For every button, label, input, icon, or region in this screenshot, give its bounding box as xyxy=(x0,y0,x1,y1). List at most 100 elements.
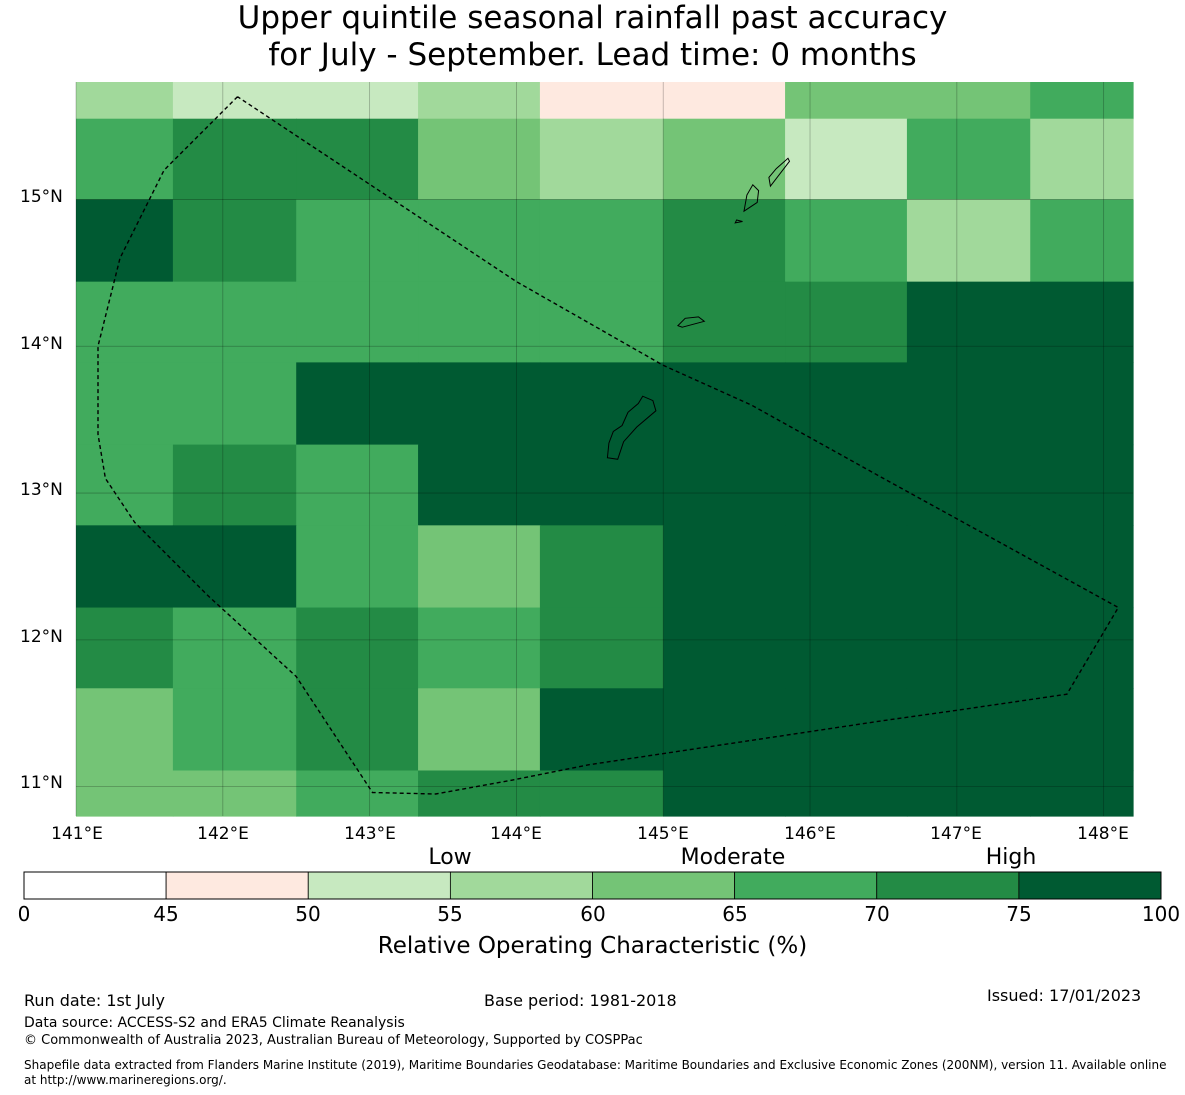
category-high: High xyxy=(985,845,1037,870)
grid-cell-r3-c3 xyxy=(418,281,541,363)
grid-cell-r2-c3 xyxy=(418,199,541,283)
grid-cell-r1-c6 xyxy=(785,118,908,201)
base-period: Base period: 1981-2018 xyxy=(484,991,677,1010)
grid-cell-r6-c5 xyxy=(663,525,786,609)
grid-cell-r3-c0 xyxy=(76,281,174,363)
colorbar-tick-65: 65 xyxy=(722,902,748,926)
grid-cell-r8-c6 xyxy=(785,688,908,772)
grid-cell-r2-c8 xyxy=(1030,199,1134,283)
lon-label-143e: 143°E xyxy=(344,824,396,844)
grid-cell-r1-c7 xyxy=(906,118,1031,201)
colorbar-segment-6 xyxy=(876,871,1020,900)
colorbar-segment-1 xyxy=(165,871,309,900)
grid-cell-r8-c0 xyxy=(76,688,174,772)
grid-cell-r1-c0 xyxy=(76,118,174,201)
grid-cell-r5-c8 xyxy=(1030,444,1134,526)
grid-cell-r5-c7 xyxy=(906,444,1031,526)
grid-cell-r0-c5 xyxy=(663,82,786,120)
grid-cell-r4-c5 xyxy=(663,362,786,446)
issued-date: Issued: 17/01/2023 xyxy=(987,986,1142,1005)
grid-cell-r6-c1 xyxy=(172,525,297,609)
grid-cell-r9-c8 xyxy=(1030,770,1134,817)
grid-cell-r1-c2 xyxy=(296,118,419,201)
lon-label-141e: 141°E xyxy=(51,824,103,844)
grid-cell-r2-c5 xyxy=(663,199,786,283)
grid-cell-r3-c8 xyxy=(1030,281,1134,363)
colorbar-segment-4 xyxy=(592,871,736,900)
colorbar-segment-0 xyxy=(23,871,167,900)
lon-label-148e: 148°E xyxy=(1077,824,1129,844)
grid-cell-r5-c5 xyxy=(663,444,786,526)
graticule xyxy=(75,82,1133,816)
lat-label-12n: 12°N xyxy=(20,627,63,647)
grid-cell-r2-c4 xyxy=(539,199,664,283)
grid-cell-r5-c0 xyxy=(76,444,174,526)
grid-cell-r4-c2 xyxy=(296,362,419,446)
colorbar-label: Relative Operating Characteristic (%) xyxy=(377,933,808,959)
lon-label-146e: 146°E xyxy=(784,824,836,844)
colorbar-tick-75: 75 xyxy=(1006,902,1032,926)
colorbar-tick-45: 45 xyxy=(153,902,179,926)
island-outline xyxy=(743,183,760,213)
grid-cell-r2-c2 xyxy=(296,199,419,283)
grid-cell-r0-c7 xyxy=(906,82,1031,120)
grid-cell-r7-c2 xyxy=(296,607,419,689)
grid-cell-r8-c1 xyxy=(172,688,297,772)
lon-label-144e: 144°E xyxy=(490,824,542,844)
grid-cell-r6-c0 xyxy=(76,525,174,609)
colorbar-segment-7 xyxy=(1018,871,1162,900)
grid-cell-r0-c0 xyxy=(76,82,174,120)
grid-cell-r3-c4 xyxy=(539,281,664,363)
grid-cell-r4-c7 xyxy=(906,362,1031,446)
category-low: Low xyxy=(428,845,472,870)
colorbar-tick-50: 50 xyxy=(295,902,321,926)
data-source: Data source: ACCESS-S2 and ERA5 Climate … xyxy=(24,1015,405,1031)
colorbar-tick-70: 70 xyxy=(864,902,890,926)
colorbar-segment-3 xyxy=(449,871,593,900)
colorbar-segment-5 xyxy=(734,871,878,900)
grid-cell-r5-c6 xyxy=(785,444,908,526)
grid-cell-r4-c8 xyxy=(1030,362,1134,446)
grid-cell-r4-c4 xyxy=(539,362,664,446)
grid-cell-r0-c3 xyxy=(418,82,541,120)
shapefile-credit: Shapefile data extracted from Flanders M… xyxy=(24,1058,1167,1087)
grid-cell-r8-c8 xyxy=(1030,688,1134,772)
grid-cell-r5-c4 xyxy=(539,444,664,526)
grid-cell-r4-c1 xyxy=(172,362,297,446)
grid-cell-r4-c6 xyxy=(785,362,908,446)
grid-cell-r8-c3 xyxy=(418,688,541,772)
copyright-notice: © Commonwealth of Australia 2023, Austra… xyxy=(24,1033,643,1048)
island-outline xyxy=(606,395,657,460)
grid-cell-r1-c5 xyxy=(663,118,786,201)
grid-cell-r2-c7 xyxy=(906,199,1031,283)
grid-cell-r6-c2 xyxy=(296,525,419,609)
grid-cell-r9-c2 xyxy=(296,770,419,817)
map-title-line-1: Upper quintile seasonal rainfall past ac… xyxy=(237,0,948,36)
island-outline xyxy=(768,157,791,188)
grid-cell-r3-c5 xyxy=(663,281,786,363)
grid-cell-r8-c5 xyxy=(663,688,786,772)
grid-cell-r2-c1 xyxy=(172,199,297,283)
island-outline xyxy=(676,316,706,328)
lat-label-15n: 15°N xyxy=(20,187,63,207)
grid-cell-r5-c1 xyxy=(172,444,297,526)
colorbar-segment-2 xyxy=(307,871,451,900)
island-outline xyxy=(734,219,743,224)
grid-cell-r1-c3 xyxy=(418,118,541,201)
lon-label-142e: 142°E xyxy=(197,824,249,844)
grid-cell-r4-c0 xyxy=(76,362,174,446)
grid-cell-r9-c5 xyxy=(663,770,786,817)
grid-cell-r8-c4 xyxy=(539,688,664,772)
lat-label-11n: 11°N xyxy=(20,773,63,793)
grid-cell-r1-c1 xyxy=(172,118,297,201)
colorbar-frame xyxy=(23,871,1162,900)
grid-cell-r7-c5 xyxy=(663,607,786,689)
grid-cell-r0-c4 xyxy=(539,82,664,120)
grid-cell-r7-c8 xyxy=(1030,607,1134,689)
grid-cell-r6-c7 xyxy=(906,525,1031,609)
colorbar-tick-0: 0 xyxy=(17,902,31,926)
grid-cell-r2-c0 xyxy=(76,199,174,283)
grid-cell-r0-c8 xyxy=(1030,82,1134,120)
eez-boundary xyxy=(97,96,1120,795)
colorbar-tick-100: 100 xyxy=(1141,902,1181,926)
